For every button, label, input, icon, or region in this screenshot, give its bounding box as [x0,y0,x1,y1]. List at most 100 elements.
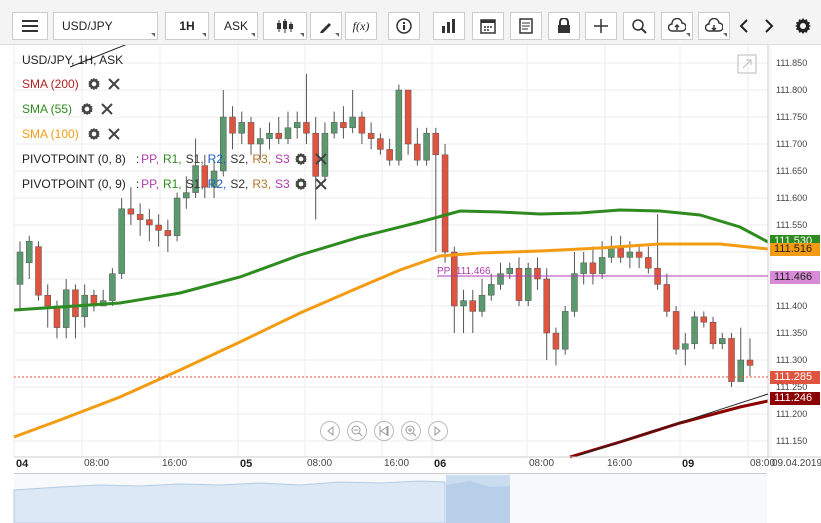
y-axis-label: 111.800 [776,85,808,95]
news-button[interactable] [510,12,542,40]
x-axis-label: 08:00 [750,458,776,469]
chart-nav-controls [320,421,448,441]
candle [626,251,634,258]
indicator-label: SMA (100) [22,127,79,141]
gear-icon[interactable] [87,77,101,91]
reset-button[interactable] [374,421,394,441]
candle [293,122,301,129]
candle [571,273,578,312]
candle [238,122,246,134]
chevron-right-icon [765,19,774,33]
gear-icon[interactable] [294,177,308,191]
candle [367,132,375,139]
draw-button[interactable] [310,12,342,40]
price-tag-sma100: 111.516 [770,243,820,256]
candle [460,300,467,307]
candle [682,343,689,350]
candlestick-icon [277,19,293,33]
candle [146,219,153,226]
pivot-level: PP, [141,152,159,166]
candle [210,170,218,188]
download-button[interactable] [698,12,730,40]
candle [478,294,486,312]
scroll-left-button[interactable] [733,12,755,40]
close-icon[interactable] [100,102,114,116]
settings-button[interactable] [790,12,816,40]
candles [16,73,754,387]
y-axis-label: 111.650 [776,166,808,176]
candle [395,89,403,161]
pan-left-button[interactable] [320,421,340,441]
gear-icon[interactable] [87,127,101,141]
pan-right-button[interactable] [428,421,448,441]
timeframe-select[interactable]: 1H [165,12,209,40]
zoom-out-button[interactable] [347,421,367,441]
navigator-area [13,480,446,523]
candle [358,116,366,134]
y-axis-label: 111.750 [776,112,808,122]
indicator-pivot-8[interactable]: PIVOTPOINT (0, 8) : PP, R1, S1, R2, S2, … [22,152,334,166]
candle [229,116,236,134]
close-icon[interactable] [107,127,121,141]
candle [451,251,458,307]
indicator-label: SMA (200) [22,77,79,91]
toolbar: USD/JPY 1H ASK f(x) [0,0,821,45]
y-axis-label: 111.150 [776,436,808,446]
cloud-download-icon [705,18,723,32]
indicators-button[interactable]: f(x) [345,12,377,40]
crosshair-button[interactable] [585,12,617,40]
separator: : [135,177,140,191]
indicator-sma100[interactable]: SMA (100) [22,127,127,141]
trendline-2 [579,393,769,456]
separator: : [135,152,140,166]
close-icon[interactable] [314,152,328,166]
pencil-icon [320,23,331,33]
x-axis-label: 06 [434,458,447,470]
indicator-sma55[interactable]: SMA (55) [22,102,120,116]
pivot-level: R3, [252,177,272,191]
expand-arrow [742,59,752,69]
candle [257,138,264,145]
y-axis-label: 111.350 [776,328,808,338]
pivot-level: PP, [141,177,159,191]
gear-icon[interactable] [294,152,308,166]
sma100-line [13,242,769,439]
candle [266,132,273,139]
indicator-sma200[interactable]: SMA (200) [22,77,127,91]
indicator-label: PIVOTPOINT (0, 9) [22,177,126,191]
chart-type-button[interactable] [263,12,307,40]
candle [645,257,652,269]
candle [580,262,587,274]
candle [515,267,523,301]
chevron-right-icon [434,426,441,436]
info-button[interactable] [388,12,420,40]
upload-button[interactable] [661,12,693,40]
expand-icon[interactable] [737,54,757,74]
lock-button[interactable] [548,12,580,40]
pivot-level: S2, [230,177,249,191]
gear-icon[interactable] [80,102,94,116]
candle [16,251,24,285]
close-icon[interactable] [107,77,121,91]
zoom-button[interactable] [623,12,655,40]
y-axis-label: 111.850 [776,58,808,68]
volume-button[interactable] [433,12,465,40]
candle [72,289,79,318]
symbol-label: USD/JPY [62,19,113,33]
zoom-icon [632,19,647,34]
price-type-select[interactable]: ASK [214,12,258,40]
indicator-pivot-9[interactable]: PIVOTPOINT (0, 9) : PP, R1, S1, R2, S2, … [22,177,334,191]
menu-button[interactable] [12,12,48,40]
symbol-select[interactable]: USD/JPY [53,12,158,40]
price-chart[interactable] [0,45,821,523]
calendar-button[interactable] [472,12,504,40]
candle [192,165,199,193]
indicator-label: PIVOTPOINT (0, 8) [22,152,126,166]
zoom-in-button[interactable] [401,421,421,441]
scroll-right-button[interactable] [758,12,780,40]
zoom-out-icon [351,425,363,437]
candle [201,165,209,188]
pivot-level: R2, [207,152,227,166]
close-icon[interactable] [314,177,328,191]
x-axis-label: 08:00 [307,458,333,469]
